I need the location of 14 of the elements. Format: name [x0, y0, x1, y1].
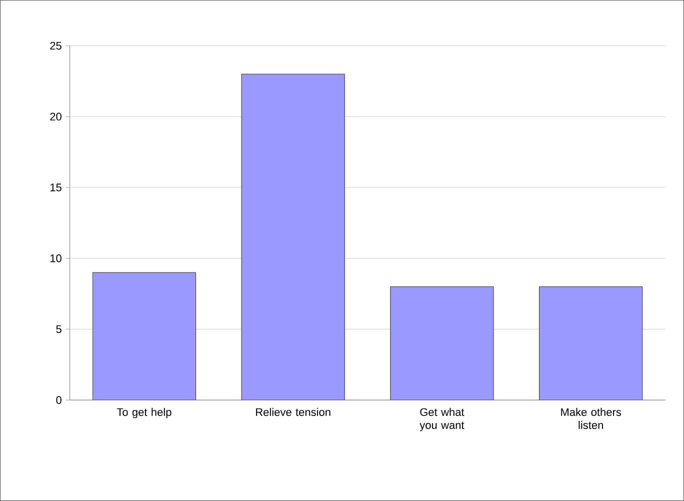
- y-tick-label: 10: [50, 254, 62, 262]
- bar: [390, 286, 494, 400]
- x-tick-label: Make others listen: [561, 408, 622, 430]
- bar: [92, 272, 196, 400]
- y-tick-label: 20: [50, 112, 62, 121]
- bar: [241, 74, 345, 400]
- y-tick-label: 0: [56, 396, 62, 404]
- x-tick-label: Relieve tension: [256, 408, 330, 416]
- y-tick-label: 25: [50, 42, 62, 50]
- y-tick-label: 5: [56, 325, 62, 334]
- x-tick-label: Get what you want: [420, 408, 464, 432]
- x-tick-label: To get help: [116, 408, 172, 418]
- y-tick-label: 15: [50, 184, 62, 192]
- bar: [539, 286, 643, 400]
